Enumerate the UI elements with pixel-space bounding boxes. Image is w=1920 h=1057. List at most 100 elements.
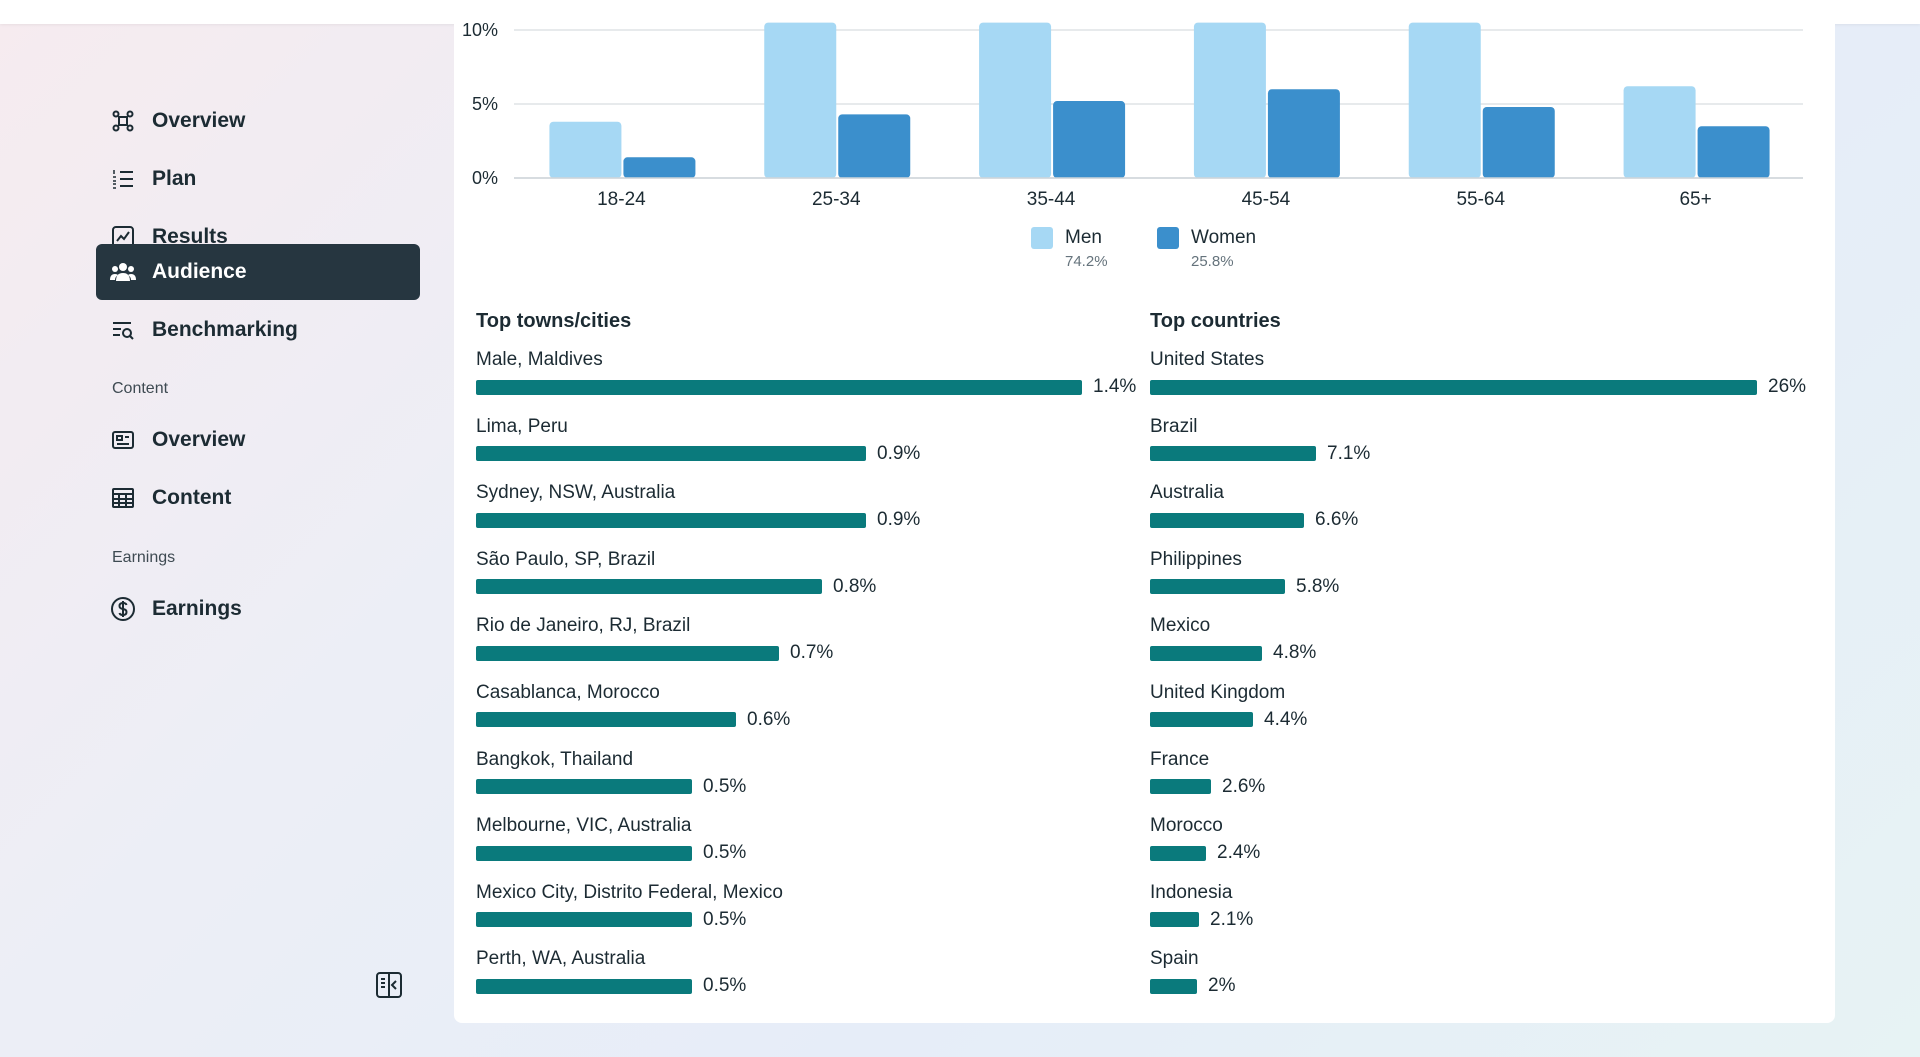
bar bbox=[476, 446, 866, 462]
x-tick-label: 55-64 bbox=[1456, 189, 1505, 210]
bar-label: United Kingdom bbox=[1150, 681, 1286, 703]
bar bbox=[1150, 712, 1253, 728]
dollar-circle-icon bbox=[110, 596, 136, 622]
legend-swatch-women bbox=[1157, 227, 1179, 249]
section-label-earnings: Earnings bbox=[112, 549, 176, 566]
bar-value: 2.1% bbox=[1210, 908, 1254, 930]
bar bbox=[1150, 779, 1211, 795]
list-item: United Kingdom 4.4% bbox=[1150, 682, 1806, 749]
audience-card: 10% 5% 0% 18-24 25-34 35-44 45-54 55-64 65+ Men … bbox=[454, 0, 1835, 1023]
collapse-sidebar-button[interactable] bbox=[375, 971, 403, 1001]
people-icon bbox=[110, 259, 136, 285]
bar-value: 2.6% bbox=[1222, 775, 1266, 797]
bar-men bbox=[764, 22, 837, 178]
bar bbox=[1150, 978, 1197, 994]
y-tick-label: 0% bbox=[472, 168, 498, 188]
bar-label: Sydney, NSW, Australia bbox=[476, 482, 676, 504]
sidebar-item-label: Benchmarking bbox=[152, 318, 298, 341]
list-item: Lima, Peru 0.9% bbox=[476, 416, 1136, 483]
bar-value: 4.8% bbox=[1273, 642, 1317, 664]
bar-value: 0.5% bbox=[703, 975, 747, 997]
bar bbox=[1150, 379, 1757, 395]
bar bbox=[1150, 446, 1316, 462]
bar bbox=[1150, 579, 1285, 595]
sidebar-item-plan[interactable]: Plan bbox=[96, 151, 420, 207]
list-item: Brazil 7.1% bbox=[1150, 416, 1806, 483]
bar bbox=[476, 645, 779, 661]
bar-women bbox=[1267, 89, 1340, 178]
bar-label: United States bbox=[1150, 349, 1265, 370]
bar bbox=[476, 379, 1082, 395]
list-item: France 2.6% bbox=[1150, 749, 1806, 816]
bar bbox=[476, 978, 692, 994]
bar bbox=[476, 712, 736, 728]
numbered-list-icon bbox=[110, 166, 136, 192]
sidebar-item-label: Overview bbox=[152, 109, 246, 132]
bar-label: Morocco bbox=[1150, 815, 1223, 837]
bar-women bbox=[1482, 106, 1555, 178]
sidebar: Overview Plan Results Audience bbox=[0, 24, 440, 1057]
sidebar-item-results[interactable]: Results bbox=[96, 209, 420, 265]
sidebar-item-content[interactable]: Content bbox=[96, 470, 420, 526]
bar-value: 0.5% bbox=[703, 775, 747, 797]
bar-value: 0.7% bbox=[790, 642, 834, 664]
sidebar-item-benchmarking[interactable]: Benchmarking bbox=[96, 302, 420, 358]
x-tick-label: 65+ bbox=[1679, 189, 1711, 210]
bar-value: 5.8% bbox=[1296, 575, 1340, 597]
list-item: Spain 2% bbox=[1150, 948, 1806, 1015]
list-item: Perth, WA, Australia 0.5% bbox=[476, 948, 1136, 1015]
bar-label: Mexico City, Distrito Federal, Mexico bbox=[476, 881, 783, 903]
bar-women bbox=[1053, 101, 1126, 178]
bar bbox=[476, 512, 866, 528]
legend-name: Women bbox=[1191, 227, 1257, 248]
age-gender-chart: 10% 5% 0% 18-24 25-34 35-44 45-54 55-64 65+ bbox=[462, 20, 1803, 210]
bar bbox=[1150, 645, 1262, 661]
bar-value: 4.4% bbox=[1264, 708, 1308, 730]
bar-women bbox=[623, 157, 696, 178]
bar bbox=[476, 912, 692, 928]
sidebar-item-label: Audience bbox=[152, 260, 247, 283]
sidebar-item-overview[interactable]: Overview bbox=[96, 93, 420, 149]
bar bbox=[1150, 512, 1304, 528]
sidebar-item-earnings[interactable]: Earnings bbox=[96, 581, 420, 637]
bar-label: Melbourne, VIC, Australia bbox=[476, 815, 692, 837]
bar-label: Bangkok, Thailand bbox=[476, 748, 634, 770]
bar-label: Indonesia bbox=[1150, 881, 1233, 903]
bar-value: 0.9% bbox=[877, 442, 921, 464]
bar-value: 0.6% bbox=[747, 708, 791, 730]
sidebar-item-content-overview[interactable]: Overview bbox=[96, 412, 420, 468]
bar bbox=[476, 579, 822, 595]
id-card-icon bbox=[110, 427, 136, 453]
legend-swatch-men bbox=[1031, 227, 1053, 249]
bar-value: 6.6% bbox=[1315, 509, 1359, 531]
legend-name: Men bbox=[1065, 227, 1102, 248]
x-tick-label: 25-34 bbox=[812, 189, 861, 210]
bar-value: 0.5% bbox=[703, 842, 747, 864]
list-item: Mexico City, Distrito Federal, Mexico 0.5… bbox=[476, 882, 1136, 949]
list-search-icon bbox=[110, 317, 136, 343]
legend-item-women[interactable]: Women 25.8% bbox=[1157, 227, 1256, 270]
bar-label: São Paulo, SP, Brazil bbox=[476, 548, 656, 570]
x-tick-label: 35-44 bbox=[1027, 189, 1076, 210]
legend-percent: 25.8% bbox=[1191, 253, 1234, 270]
top-countries-title: Top countries bbox=[1150, 310, 1281, 332]
bar-value: 0.5% bbox=[703, 908, 747, 930]
bar-men bbox=[979, 22, 1052, 178]
sidebar-item-audience[interactable]: Audience bbox=[96, 244, 420, 300]
top-countries-list: United States 26% Brazil 7.1% Australia 6.6% P… bbox=[1150, 349, 1806, 1015]
bar-label: Spain bbox=[1150, 948, 1199, 970]
top-cities-title: Top towns/cities bbox=[476, 310, 632, 332]
section-label-content: Content bbox=[112, 380, 169, 397]
sidebar-item-label: Overview bbox=[152, 428, 246, 451]
bar-label: Casablanca, Morocco bbox=[476, 681, 660, 703]
bar-label: Rio de Janeiro, RJ, Brazil bbox=[476, 615, 691, 637]
top-cities-list: Male, Maldives 1.4% Lima, Peru 0.9% Sydney, … bbox=[476, 349, 1136, 1015]
bar-value: 26% bbox=[1768, 376, 1807, 397]
list-item: Rio de Janeiro, RJ, Brazil 0.7% bbox=[476, 615, 1136, 682]
legend-item-men[interactable]: Men 74.2% bbox=[1031, 227, 1108, 270]
legend-percent: 74.2% bbox=[1065, 253, 1108, 270]
bar-label: Mexico bbox=[1150, 615, 1211, 637]
list-item: Philippines 5.8% bbox=[1150, 549, 1806, 616]
list-item: Mexico 4.8% bbox=[1150, 615, 1806, 682]
list-item: Melbourne, VIC, Australia 0.5% bbox=[476, 815, 1136, 882]
